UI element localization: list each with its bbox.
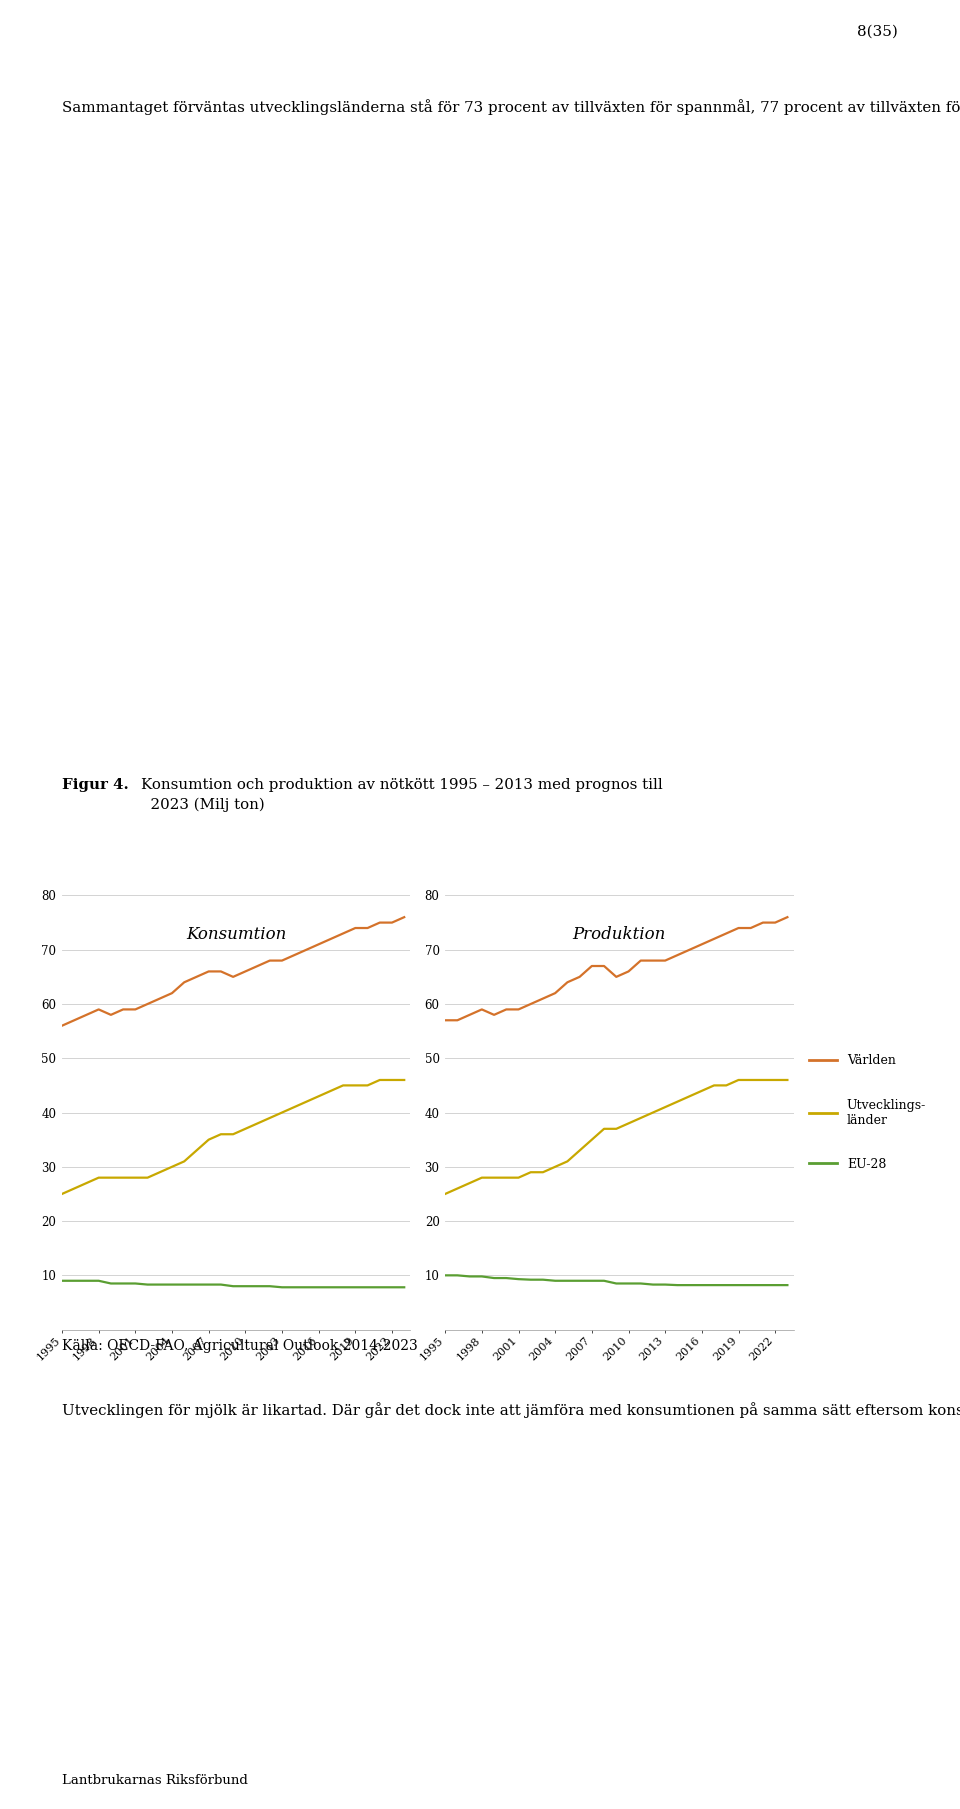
Text: Källa: OECD-FAO, Agricultural Outlook 2014-2023: Källa: OECD-FAO, Agricultural Outlook 20… [62, 1339, 418, 1353]
Text: Produktion: Produktion [573, 926, 666, 942]
Text: Konsumtion och produktion av nötkött 1995 – 2013 med prognos till
  2023 (Milj t: Konsumtion och produktion av nötkött 199… [141, 778, 663, 812]
Text: 8(35): 8(35) [857, 25, 898, 40]
Text: Konsumtion: Konsumtion [186, 926, 286, 942]
Text: Sammantaget förväntas utvecklingsländerna stå för 73 procent av tillväxten för s: Sammantaget förväntas utvecklingsländern… [62, 99, 960, 116]
Text: Utvecklingen för mjölk är likartad. Där går det dock inte att jämföra med konsum: Utvecklingen för mjölk är likartad. Där … [62, 1402, 960, 1418]
Text: Lantbrukarnas Riksförbund: Lantbrukarnas Riksförbund [62, 1775, 248, 1787]
Text: Figur 4.: Figur 4. [62, 778, 129, 792]
Legend: Världen, Utvecklings-
länder, EU-28: Världen, Utvecklings- länder, EU-28 [809, 1055, 926, 1170]
